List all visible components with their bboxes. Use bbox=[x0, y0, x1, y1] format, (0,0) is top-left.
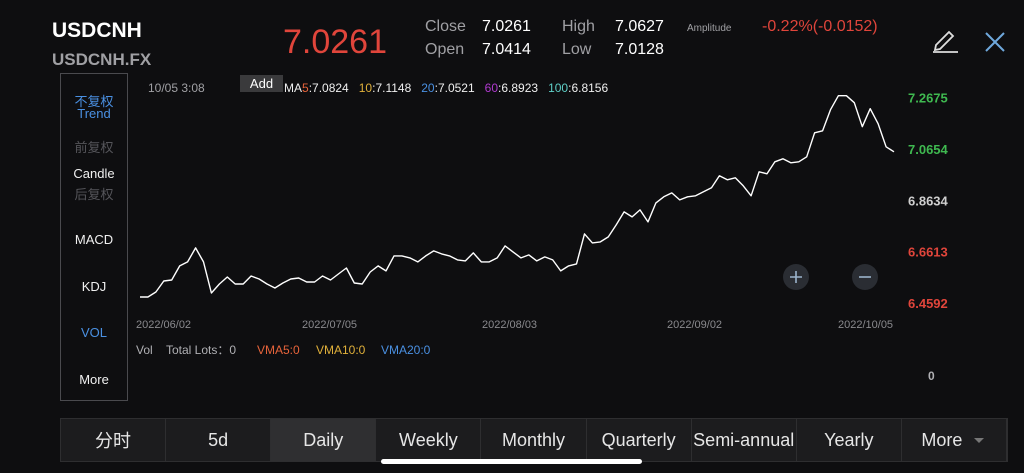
ma-period: 60 bbox=[485, 81, 499, 95]
ma-value: 6.8923 bbox=[501, 81, 538, 95]
ma-value: 7.0521 bbox=[438, 81, 475, 95]
sidebar-item[interactable]: More bbox=[79, 372, 109, 387]
period-tab[interactable]: Quarterly bbox=[587, 419, 692, 461]
y-tick-label: 6.4592 bbox=[908, 296, 948, 311]
sidebar: 不复权 Trend 前复权 Candle 后复权 MACD KDJ VOL More bbox=[60, 73, 128, 401]
zoom-in[interactable] bbox=[783, 264, 809, 290]
ma-period: 20 bbox=[421, 81, 435, 95]
zoom-out[interactable] bbox=[852, 264, 878, 290]
ma-period: 5 bbox=[302, 81, 309, 95]
ma-separator: : bbox=[435, 81, 438, 95]
high-label: High bbox=[562, 18, 595, 35]
volume-label: Vol bbox=[136, 343, 153, 357]
ma-separator: : bbox=[498, 81, 501, 95]
low-value: 7.0128 bbox=[615, 41, 664, 58]
add-button[interactable]: Add bbox=[250, 76, 273, 91]
amplitude-label: Amplitude bbox=[687, 23, 732, 34]
ma-value: 7.1148 bbox=[375, 81, 411, 95]
volume-axis-label: 0 bbox=[928, 369, 935, 383]
vma-label: VMA10:0 bbox=[316, 343, 366, 357]
ma-legend: MA5:7.0824 10:7.1148 20:7.0521 60:6.8923 100… bbox=[284, 81, 608, 95]
vma-label: VMA20:0 bbox=[381, 343, 431, 357]
y-tick-label: 7.2675 bbox=[908, 91, 948, 106]
close-label: Close bbox=[425, 18, 466, 35]
high-value: 7.0627 bbox=[615, 18, 664, 35]
period-tab[interactable]: More bbox=[902, 419, 1007, 461]
low-label: Low bbox=[562, 41, 592, 58]
period-tabs: 分时 5d Daily Weekly Monthly Quarterly Semi-annu… bbox=[60, 418, 1008, 462]
edit-icon[interactable] bbox=[930, 26, 960, 54]
period-tab[interactable]: Yearly bbox=[797, 419, 902, 461]
period-tab[interactable]: Weekly bbox=[376, 419, 482, 461]
ma-value: 7.0824 bbox=[312, 81, 349, 95]
volume-total: Total Lots：0 bbox=[166, 343, 236, 357]
period-tab[interactable]: 5d bbox=[166, 419, 272, 461]
sidebar-item[interactable]: Trend bbox=[77, 106, 111, 121]
symbol: USDCNH bbox=[52, 19, 142, 42]
add-button-bg[interactable] bbox=[240, 75, 283, 92]
y-tick-label: 6.8634 bbox=[908, 193, 949, 208]
symbol-code: USDCNH.FX bbox=[52, 50, 152, 69]
ma-separator: : bbox=[372, 81, 375, 95]
ma-value: 6.8156 bbox=[571, 81, 608, 95]
sidebar-item[interactable]: VOL bbox=[80, 325, 107, 340]
sidebar-item[interactable]: 不复权 bbox=[74, 94, 114, 109]
y-tick-label: 7.0654 bbox=[908, 142, 949, 157]
close-value: 7.0261 bbox=[482, 18, 531, 35]
y-tick-label: 6.6613 bbox=[908, 245, 948, 260]
x-tick-label: 2022/10/05 bbox=[838, 319, 893, 331]
sidebar-item[interactable]: 后复权 bbox=[74, 187, 114, 202]
vma-label: VMA5:0 bbox=[257, 343, 300, 357]
ma-separator: : bbox=[309, 81, 312, 95]
x-tick-label: 2022/06/02 bbox=[136, 319, 191, 331]
period-tab[interactable]: Monthly bbox=[481, 419, 587, 461]
chart-date: 10/05 3:08 bbox=[148, 81, 205, 95]
ma-separator: : bbox=[568, 81, 571, 95]
sidebar-item[interactable]: Candle bbox=[73, 166, 115, 181]
last-price: 7.0261 bbox=[283, 23, 387, 61]
change: -0.22%(-0.0152) bbox=[762, 18, 878, 35]
period-tab[interactable]: Semi-annual bbox=[692, 419, 797, 461]
ma-period: 100 bbox=[548, 81, 568, 95]
period-tab[interactable]: 分时 bbox=[61, 419, 167, 461]
dropdown-arrow bbox=[974, 438, 985, 443]
sidebar-item[interactable]: 前复权 bbox=[74, 140, 114, 155]
x-tick-label: 2022/08/03 bbox=[482, 319, 537, 331]
sidebar-item[interactable]: MACD bbox=[74, 232, 114, 247]
home-indicator bbox=[381, 459, 642, 464]
open-label: Open bbox=[425, 41, 465, 58]
x-tick-label: 2022/07/05 bbox=[302, 319, 357, 331]
ma-prefix: MA bbox=[284, 81, 302, 95]
x-tick-label: 2022/09/02 bbox=[667, 319, 722, 331]
sidebar-item[interactable]: KDJ bbox=[81, 279, 107, 294]
close-icon[interactable] bbox=[983, 30, 1007, 54]
price-line bbox=[140, 95, 895, 298]
period-tab[interactable]: Daily bbox=[271, 419, 377, 461]
ma-period: 10 bbox=[359, 81, 373, 95]
open-value: 7.0414 bbox=[482, 41, 531, 58]
